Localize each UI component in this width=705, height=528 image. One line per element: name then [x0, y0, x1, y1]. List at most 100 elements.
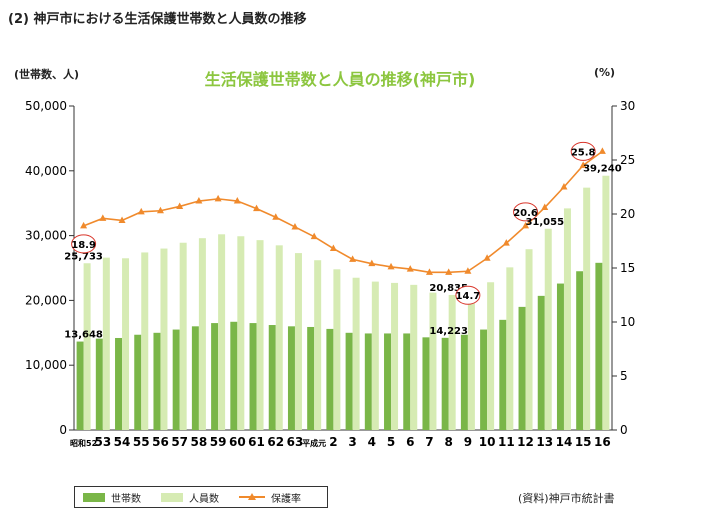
y-tick-label-right: 20: [620, 207, 635, 221]
chart-title: 生活保護世帯数と人員の推移(神戸市): [204, 70, 476, 89]
bar-persons: [141, 252, 149, 430]
legend-label-persons: 人員数: [189, 493, 219, 505]
x-tick-label: 15: [575, 435, 592, 449]
rate-data-label: 18.9: [71, 240, 96, 251]
y-axis-left-label: (世帯数、人): [14, 68, 80, 81]
bar-persons: [352, 277, 360, 430]
bar-households: [95, 338, 103, 430]
rate-marker: [598, 147, 606, 154]
legend-item-rate: 保護率: [239, 490, 301, 505]
y-tick-label-right: 0: [620, 423, 628, 437]
y-tick-label-right: 10: [620, 315, 635, 329]
rate-marker: [579, 161, 587, 168]
legend-swatch-households: [83, 492, 105, 502]
bar-persons: [237, 236, 245, 430]
y-tick-label-right: 5: [620, 369, 628, 383]
bar-households: [499, 319, 507, 430]
rate-data-label: 14.7: [456, 291, 481, 302]
bar-households: [76, 341, 84, 430]
rate-marker: [541, 203, 549, 211]
persons-data-label: 39,240: [583, 164, 622, 175]
bar-persons: [602, 175, 610, 430]
bar-persons: [198, 238, 206, 430]
rate-callout-circle: [570, 141, 596, 161]
bar-persons: [544, 228, 552, 430]
x-tick-label: 61: [248, 435, 265, 449]
source-note: (資料)神戸市統計書: [518, 492, 615, 505]
bar-persons: [525, 249, 533, 430]
x-tick-label: 60: [229, 435, 246, 449]
y-tick-label-left: 50,000: [25, 99, 67, 113]
rate-data-label: 25.8: [571, 147, 596, 158]
bar-households: [211, 323, 219, 430]
rate-line: [83, 150, 603, 274]
x-tick-label: 55: [133, 435, 150, 449]
x-tick-label: 54: [114, 435, 131, 449]
legend-label-rate: 保護率: [271, 493, 301, 505]
y-tick-label-left: 30,000: [25, 229, 67, 243]
rate-marker: [195, 197, 203, 204]
x-tick-label: 56: [152, 435, 169, 449]
rate-marker: [483, 254, 491, 261]
bar-persons: [83, 263, 91, 430]
bar-persons: [563, 208, 571, 430]
rate-marker: [349, 255, 357, 262]
bar-persons: [371, 281, 379, 430]
x-tick-label: 7: [425, 435, 433, 449]
x-tick-label: 5: [387, 435, 395, 449]
rate-marker: [291, 222, 299, 230]
y-tick-label-left: 20,000: [25, 293, 67, 307]
rate-marker: [118, 216, 126, 223]
bar-persons: [256, 240, 264, 430]
rate-callout-circle: [513, 202, 539, 222]
x-tick-label: 8: [444, 435, 452, 449]
bar-persons: [506, 267, 514, 430]
rate-marker: [387, 262, 395, 270]
x-tick-label: 平成元: [302, 438, 326, 448]
x-tick-label: 4: [368, 435, 376, 449]
bar-households: [134, 334, 142, 430]
x-tick-label: 13: [536, 435, 553, 449]
x-tick-label: 6: [406, 435, 414, 449]
legend-item-households: 世帯数: [83, 490, 141, 505]
bar-persons: [429, 292, 437, 430]
rate-marker: [560, 183, 568, 190]
x-tick-label: 2: [329, 435, 337, 449]
rate-marker: [464, 267, 472, 274]
bar-households: [480, 329, 488, 430]
legend-swatch-rate: [239, 492, 265, 502]
persons-data-label: 20,835: [429, 283, 468, 294]
bar-persons: [410, 284, 418, 430]
rate-marker: [310, 232, 318, 240]
bar-persons: [583, 187, 591, 430]
bar-households: [518, 306, 526, 430]
x-tick-label: 63: [287, 435, 304, 449]
bar-households: [287, 326, 295, 430]
rate-marker: [253, 204, 261, 212]
legend-swatch-persons: [161, 492, 183, 502]
bar-persons: [333, 269, 341, 430]
bar-households: [460, 334, 468, 430]
x-tick-label: 57: [171, 435, 188, 449]
persons-data-label: 25,733: [64, 251, 103, 262]
rate-marker: [368, 259, 376, 267]
bar-households: [576, 271, 584, 430]
x-tick-label: 昭和52: [70, 438, 97, 448]
y-tick-label-left: 0: [59, 423, 67, 437]
rate-callout-circle: [455, 285, 481, 305]
rate-marker: [522, 221, 530, 229]
rate-marker: [502, 239, 510, 246]
bar-persons: [314, 260, 322, 430]
rate-marker: [137, 207, 145, 215]
bar-households: [172, 329, 180, 430]
bar-households: [364, 333, 372, 430]
bar-persons: [122, 258, 130, 430]
rate-marker: [445, 268, 453, 275]
rate-marker: [156, 206, 164, 214]
y-axis-right-label: (%): [594, 66, 616, 79]
rate-marker: [99, 214, 107, 221]
x-tick-label: 9: [464, 435, 472, 449]
bar-persons: [218, 234, 226, 430]
x-tick-label: 3: [348, 435, 356, 449]
